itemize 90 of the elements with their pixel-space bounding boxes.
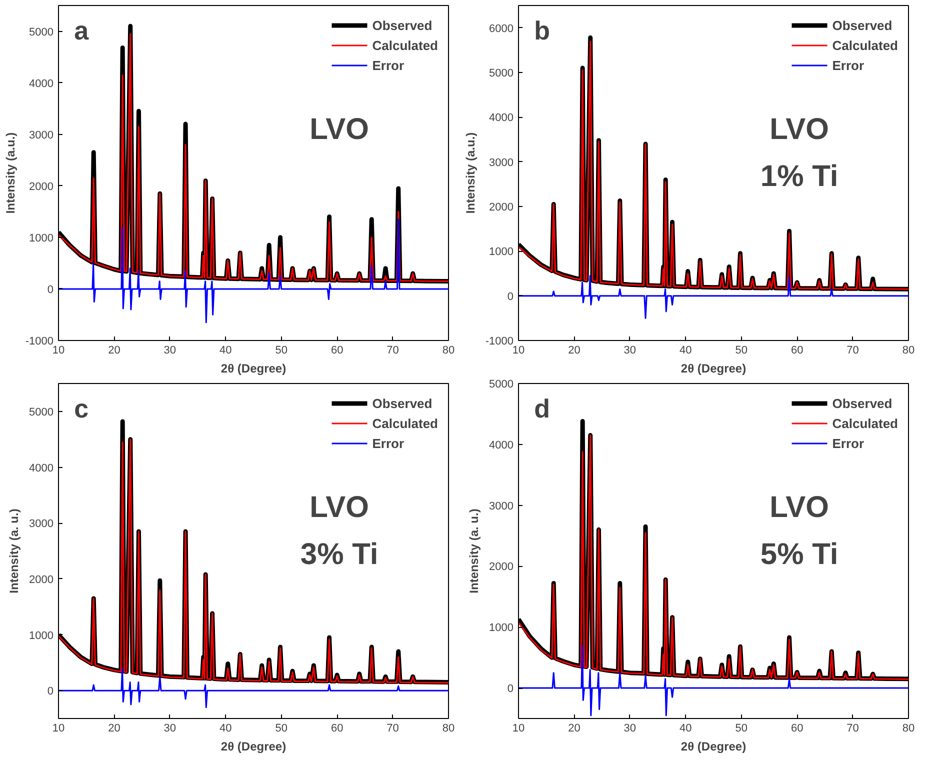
y-tick-label: 5000 bbox=[489, 68, 514, 80]
y-tick-label: 1000 bbox=[29, 630, 54, 642]
y-tick-label: 0 bbox=[47, 686, 54, 698]
legend-label: Error bbox=[832, 58, 864, 72]
x-tick-label: 70 bbox=[846, 722, 859, 734]
x-tick-label: 10 bbox=[52, 722, 65, 734]
y-tick-label: 4000 bbox=[29, 462, 54, 474]
y-tick-label: 3000 bbox=[29, 518, 54, 530]
x-tick-label: 60 bbox=[790, 344, 804, 356]
annotation: b bbox=[534, 16, 550, 46]
legend-label: Error bbox=[832, 436, 864, 450]
x-tick-label: 10 bbox=[512, 722, 525, 734]
annotation: LVO bbox=[770, 491, 830, 524]
y-tick-label: 3000 bbox=[489, 500, 514, 512]
y-axis-title: Intensity (a. u.) bbox=[467, 508, 482, 594]
y-tick-label: 6000 bbox=[489, 22, 514, 35]
x-axis-title: 2θ (Degree) bbox=[680, 740, 746, 754]
x-axis-title: 2θ (Degree) bbox=[680, 362, 746, 376]
y-tick-label: -1000 bbox=[485, 336, 514, 348]
legend-label: Observed bbox=[832, 396, 892, 410]
y-tick-label: 2000 bbox=[489, 561, 514, 574]
legend-label: Observed bbox=[372, 18, 432, 32]
y-axis-title: Intensity (a.u.) bbox=[463, 132, 478, 214]
x-tick-label: 30 bbox=[624, 722, 636, 734]
x-tick-label: 30 bbox=[164, 722, 176, 734]
legend-label: Observed bbox=[832, 18, 892, 32]
x-tick-label: 40 bbox=[220, 344, 232, 356]
x-tick-label: 80 bbox=[442, 722, 455, 734]
annotation: a bbox=[74, 16, 90, 46]
legend-label: Calculated bbox=[832, 416, 898, 430]
y-tick-label: 1000 bbox=[489, 622, 514, 634]
x-tick-label: 40 bbox=[680, 722, 692, 734]
y-axis-title: Intensity (a.u.) bbox=[3, 132, 18, 214]
annotation: 5% Ti bbox=[760, 538, 838, 572]
x-tick-label: 10 bbox=[52, 344, 65, 356]
x-tick-label: 80 bbox=[442, 344, 455, 356]
y-tick-label: 1000 bbox=[29, 232, 54, 244]
x-tick-label: 60 bbox=[330, 344, 344, 356]
x-tick-label: 20 bbox=[568, 344, 580, 356]
x-tick-label: 70 bbox=[846, 344, 859, 356]
legend-label: Error bbox=[372, 58, 404, 72]
annotation: 1% Ti bbox=[760, 160, 838, 194]
y-tick-label: 1000 bbox=[489, 246, 514, 258]
x-tick-label: 30 bbox=[624, 344, 636, 356]
y-tick-label: 5000 bbox=[29, 26, 54, 38]
x-tick-label: 50 bbox=[735, 344, 748, 356]
x-axis-title: 2θ (Degree) bbox=[220, 740, 286, 754]
legend-label: Calculated bbox=[832, 38, 898, 52]
y-tick-label: 5000 bbox=[489, 378, 514, 390]
legend-label: Error bbox=[372, 436, 404, 450]
y-tick-label: 2000 bbox=[29, 180, 54, 193]
x-tick-label: 40 bbox=[680, 344, 692, 356]
annotation: d bbox=[534, 394, 550, 424]
x-tick-label: 10 bbox=[512, 344, 525, 356]
y-tick-label: 5000 bbox=[29, 406, 54, 418]
y-tick-label: 2000 bbox=[29, 574, 54, 586]
x-tick-label: 40 bbox=[220, 722, 232, 734]
x-tick-label: 20 bbox=[568, 722, 580, 734]
y-tick-label: 4000 bbox=[489, 439, 514, 452]
annotation: 3% Ti bbox=[300, 538, 378, 572]
x-tick-label: 50 bbox=[275, 344, 288, 356]
x-tick-label: 60 bbox=[330, 722, 344, 734]
y-tick-label: 3000 bbox=[489, 156, 514, 169]
y-tick-label: 2000 bbox=[489, 202, 514, 214]
annotation: LVO bbox=[770, 113, 830, 146]
legend-label: Observed bbox=[372, 396, 432, 410]
y-tick-label: 0 bbox=[507, 683, 514, 696]
legend-label: Calculated bbox=[372, 416, 438, 430]
y-axis-title: Intensity (a. u.) bbox=[7, 508, 22, 594]
x-tick-label: 60 bbox=[790, 722, 804, 734]
x-tick-label: 50 bbox=[735, 722, 748, 734]
y-tick-label: 4000 bbox=[29, 78, 54, 90]
x-tick-label: 50 bbox=[275, 722, 288, 734]
x-tick-label: 20 bbox=[108, 344, 120, 356]
legend-label: Calculated bbox=[372, 38, 438, 52]
y-tick-label: -1000 bbox=[25, 336, 54, 348]
x-tick-label: 70 bbox=[386, 722, 399, 734]
x-tick-label: 80 bbox=[902, 344, 915, 356]
y-tick-label: 4000 bbox=[489, 112, 514, 124]
x-tick-label: 30 bbox=[164, 344, 176, 356]
x-tick-label: 70 bbox=[386, 344, 399, 356]
annotation: LVO bbox=[310, 113, 370, 146]
annotation: c bbox=[74, 394, 89, 424]
x-tick-label: 80 bbox=[902, 722, 915, 734]
x-tick-label: 20 bbox=[108, 722, 120, 734]
y-tick-label: 3000 bbox=[29, 129, 54, 142]
y-tick-label: 0 bbox=[507, 290, 514, 303]
y-tick-label: 0 bbox=[47, 284, 54, 296]
annotation: LVO bbox=[310, 491, 370, 524]
x-axis-title: 2θ (Degree) bbox=[220, 362, 286, 376]
